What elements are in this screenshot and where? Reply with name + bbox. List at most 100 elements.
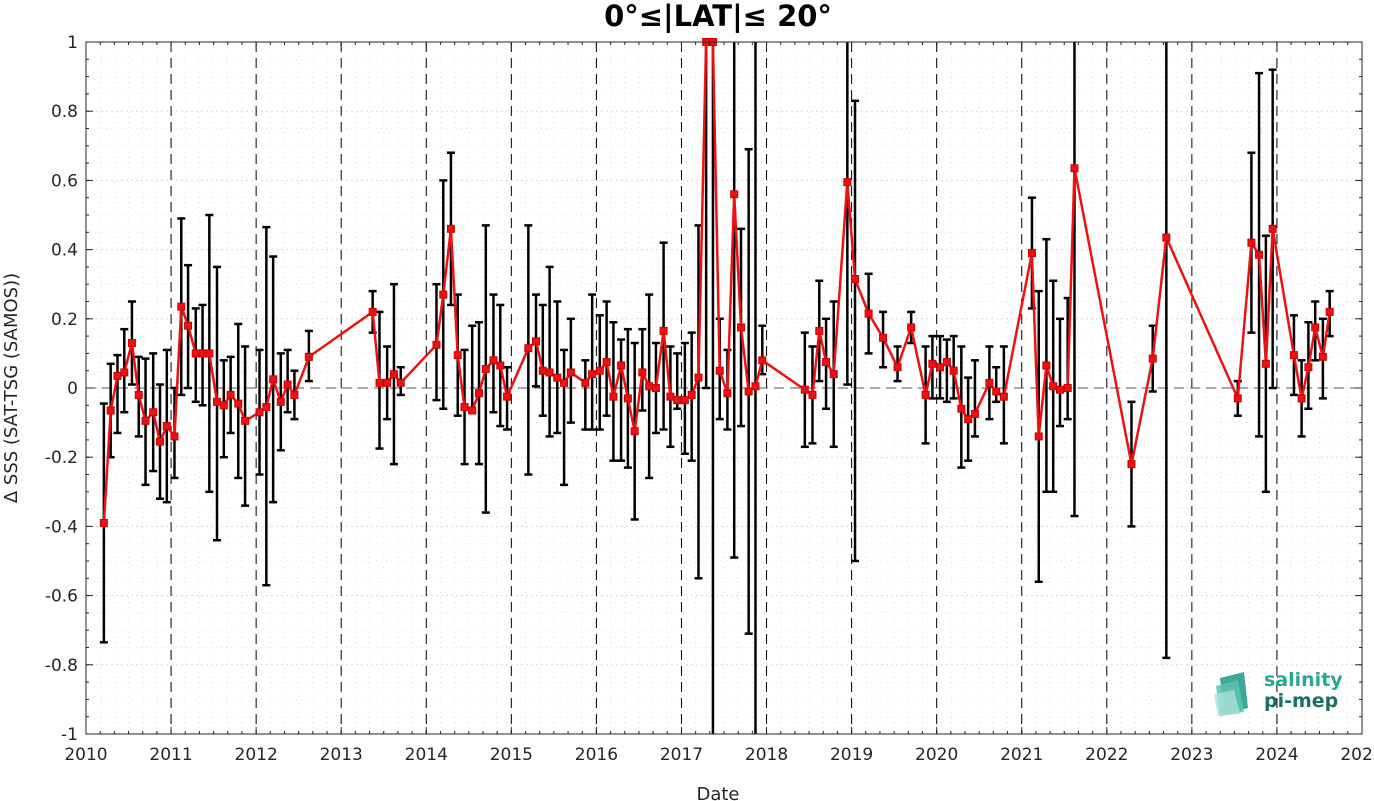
data-point — [1162, 233, 1171, 242]
data-point — [942, 358, 951, 367]
x-tick-label: 2016 — [575, 745, 618, 765]
data-point — [538, 366, 547, 375]
data-point — [120, 368, 129, 377]
y-tick-label: 0.8 — [51, 102, 78, 122]
data-point — [808, 390, 817, 399]
data-point — [191, 349, 200, 358]
data-point — [1325, 307, 1334, 316]
data-point — [936, 363, 945, 372]
data-point — [276, 397, 285, 406]
data-point — [964, 415, 973, 424]
data-point — [532, 337, 541, 346]
data-point — [1070, 164, 1079, 173]
salinity-pi-mep-logo: salinity pi-mep — [1214, 669, 1343, 716]
data-point — [602, 358, 611, 367]
x-tick-label: 2025 — [1340, 745, 1374, 765]
data-point — [503, 392, 512, 401]
y-tick-label: 1 — [67, 33, 78, 53]
data-point — [992, 387, 1001, 396]
data-point — [446, 224, 455, 233]
data-point — [638, 368, 647, 377]
data-point — [822, 358, 831, 367]
x-tick-label: 2013 — [320, 745, 363, 765]
data-point — [999, 392, 1008, 401]
data-point — [560, 378, 569, 387]
data-point — [673, 396, 682, 405]
data-point — [184, 321, 193, 330]
data-point — [1148, 354, 1157, 363]
y-tick-label: -0.8 — [45, 656, 78, 676]
data-point — [156, 437, 165, 446]
data-point — [489, 356, 498, 365]
data-point — [659, 326, 668, 335]
y-tick-label: 0.6 — [51, 171, 78, 191]
data-point — [843, 178, 852, 187]
data-point — [744, 387, 753, 396]
x-tick-label: 2017 — [660, 745, 703, 765]
data-point — [389, 370, 398, 379]
data-point — [957, 404, 966, 413]
grid — [86, 41, 1362, 735]
x-tick-label: 2018 — [745, 745, 788, 765]
x-tick-label: 2021 — [1000, 745, 1043, 765]
x-tick-label: 2011 — [149, 745, 192, 765]
data-point — [468, 406, 477, 415]
data-point — [609, 392, 618, 401]
data-point — [1255, 250, 1264, 259]
data-point — [723, 389, 732, 398]
axes: -1 -0.8 -0.6 -0.4 -0.2 0 0.2 0.4 0.6 0.8 1 2010 2011… — [45, 33, 1374, 765]
data-point — [1056, 385, 1065, 394]
data-point — [645, 382, 654, 391]
x-tick-label: 2023 — [1170, 745, 1213, 765]
data-point — [1318, 352, 1327, 361]
data-point — [375, 378, 384, 387]
logo-icon — [1214, 672, 1248, 716]
data-point — [177, 302, 186, 311]
data-point — [680, 396, 689, 405]
data-point — [1289, 351, 1298, 360]
x-tick-label: 2012 — [235, 745, 278, 765]
data-point — [219, 401, 228, 410]
data-point — [198, 349, 207, 358]
data-point — [864, 309, 873, 318]
data-point — [127, 339, 136, 348]
data-point — [234, 399, 243, 408]
data-point — [588, 370, 597, 379]
logo-text-line2: pi-mep — [1264, 690, 1338, 712]
y-axis-label: Δ SSS (SAT-TSG (SAMOS)) — [1, 273, 22, 503]
data-point — [928, 359, 937, 368]
data-point — [439, 290, 448, 299]
data-point — [751, 382, 760, 391]
data-point — [226, 390, 235, 399]
data-point — [1247, 238, 1256, 247]
x-tick-label: 2015 — [490, 745, 533, 765]
data-point — [545, 368, 554, 377]
data-point — [666, 392, 675, 401]
data-point — [213, 397, 222, 406]
logo-text-line1: salinity — [1264, 669, 1343, 691]
data-point — [432, 340, 441, 349]
x-axis-label: Date — [696, 784, 739, 801]
y-tick-label: 0.4 — [51, 241, 78, 261]
chart-title: 0°≤|LAT|≤ 20° — [604, 0, 832, 33]
data-point — [262, 403, 271, 412]
data-point — [1233, 394, 1242, 403]
data-point — [737, 323, 746, 332]
data-point — [758, 356, 767, 365]
data-point — [205, 349, 214, 358]
data-point — [368, 307, 377, 316]
data-point — [581, 378, 590, 387]
data-point — [630, 427, 639, 436]
data-point — [241, 416, 250, 425]
data-point — [1042, 361, 1051, 370]
data-point — [893, 363, 902, 372]
data-point — [851, 275, 860, 284]
data-point — [623, 394, 632, 403]
data-point — [1027, 249, 1036, 258]
data-point — [475, 389, 484, 398]
data-point — [1311, 323, 1320, 332]
data-point — [496, 361, 505, 370]
x-tick-label: 2019 — [830, 745, 873, 765]
x-tick-label: 2024 — [1255, 745, 1298, 765]
